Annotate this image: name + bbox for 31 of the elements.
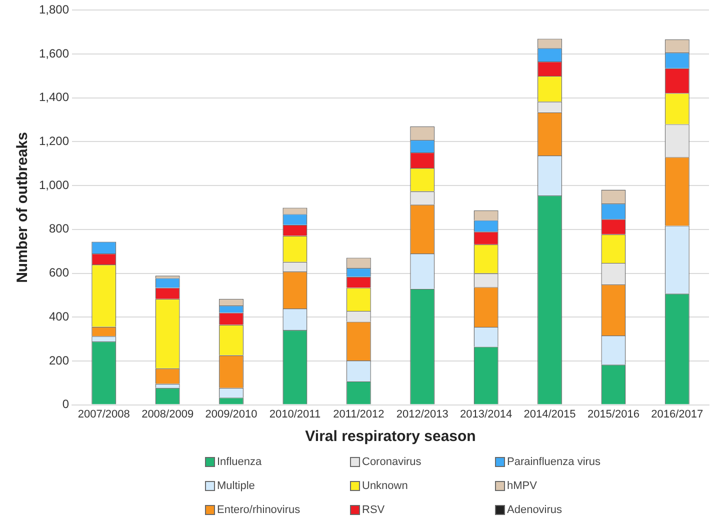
- y-tick-label: 200: [49, 353, 70, 368]
- legend-label: Coronavirus: [362, 456, 422, 468]
- y-tick-label: 600: [49, 266, 70, 280]
- legend-label: Influenza: [217, 456, 262, 468]
- y-tick-label: 1,400: [39, 90, 70, 104]
- x-tick-label: 2014/2015: [524, 408, 576, 420]
- legend-label: Entero/rhinovirus: [217, 504, 300, 516]
- x-axis-title: Viral respiratory season: [305, 428, 476, 446]
- x-tick-label: 2008/2009: [142, 408, 194, 420]
- legend-label: hMPV: [507, 480, 537, 492]
- x-tick-label: 2009/2010: [205, 408, 258, 420]
- x-tick-label: 2011/2012: [333, 408, 384, 420]
- x-tick-label: 2016/2017: [651, 408, 704, 420]
- legend-label: Multiple: [217, 480, 255, 492]
- y-tick-label: 1,800: [39, 2, 70, 17]
- y-tick-label: 1,000: [39, 178, 70, 192]
- y-tick-label: 0: [62, 397, 70, 412]
- x-tick-label: 2015/2016: [587, 408, 640, 420]
- y-tick-label: 400: [49, 309, 70, 324]
- y-tick-label: 1,600: [39, 46, 70, 60]
- x-tick-label: 2013/2014: [460, 408, 512, 420]
- y-tick-label: 1,200: [39, 134, 70, 148]
- x-tick-label: 2010/2011: [269, 408, 321, 420]
- x-tick-label: 2012/2013: [396, 408, 448, 420]
- legend-label: Adenovirus: [507, 504, 562, 516]
- y-tick-label: 800: [49, 222, 70, 236]
- legend-label: Parainfluenza virus: [507, 456, 601, 468]
- legend-label: Unknown: [362, 480, 408, 492]
- x-tick-label: 2007/2008: [78, 408, 130, 420]
- y-axis-title: Number of outbreaks: [14, 132, 32, 283]
- legend-label: RSV: [362, 504, 385, 516]
